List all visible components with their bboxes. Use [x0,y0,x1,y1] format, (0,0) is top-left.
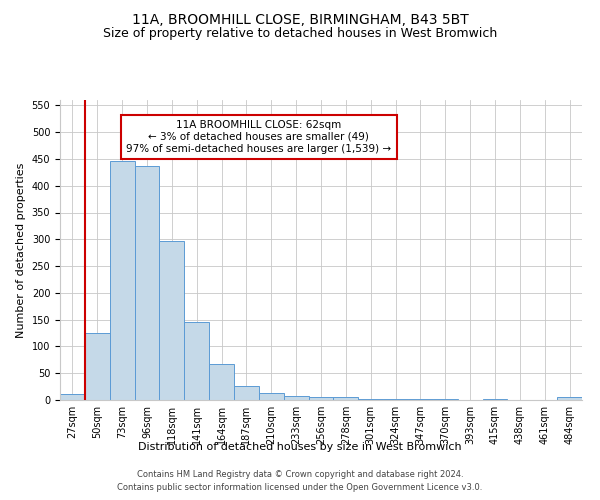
Text: Size of property relative to detached houses in West Bromwich: Size of property relative to detached ho… [103,28,497,40]
Bar [234,386,259,400]
Text: Contains public sector information licensed under the Open Government Licence v3: Contains public sector information licen… [118,482,482,492]
Text: Distribution of detached houses by size in West Bromwich: Distribution of detached houses by size … [138,442,462,452]
Bar [110,160,134,400]
Text: 11A BROOMHILL CLOSE: 62sqm
← 3% of detached houses are smaller (49)
97% of semi-: 11A BROOMHILL CLOSE: 62sqm ← 3% of detac… [126,120,391,154]
Bar [134,166,160,400]
Bar [209,364,234,400]
Bar [358,399,383,400]
Y-axis label: Number of detached properties: Number of detached properties [16,162,26,338]
Bar [284,396,308,400]
Bar [60,394,85,400]
Bar [308,397,334,400]
Bar [259,392,284,400]
Bar [160,241,184,400]
Bar [184,322,209,400]
Bar [557,397,582,400]
Bar [334,398,358,400]
Bar [85,333,110,400]
Text: Contains HM Land Registry data © Crown copyright and database right 2024.: Contains HM Land Registry data © Crown c… [137,470,463,479]
Text: 11A, BROOMHILL CLOSE, BIRMINGHAM, B43 5BT: 11A, BROOMHILL CLOSE, BIRMINGHAM, B43 5B… [131,12,469,26]
